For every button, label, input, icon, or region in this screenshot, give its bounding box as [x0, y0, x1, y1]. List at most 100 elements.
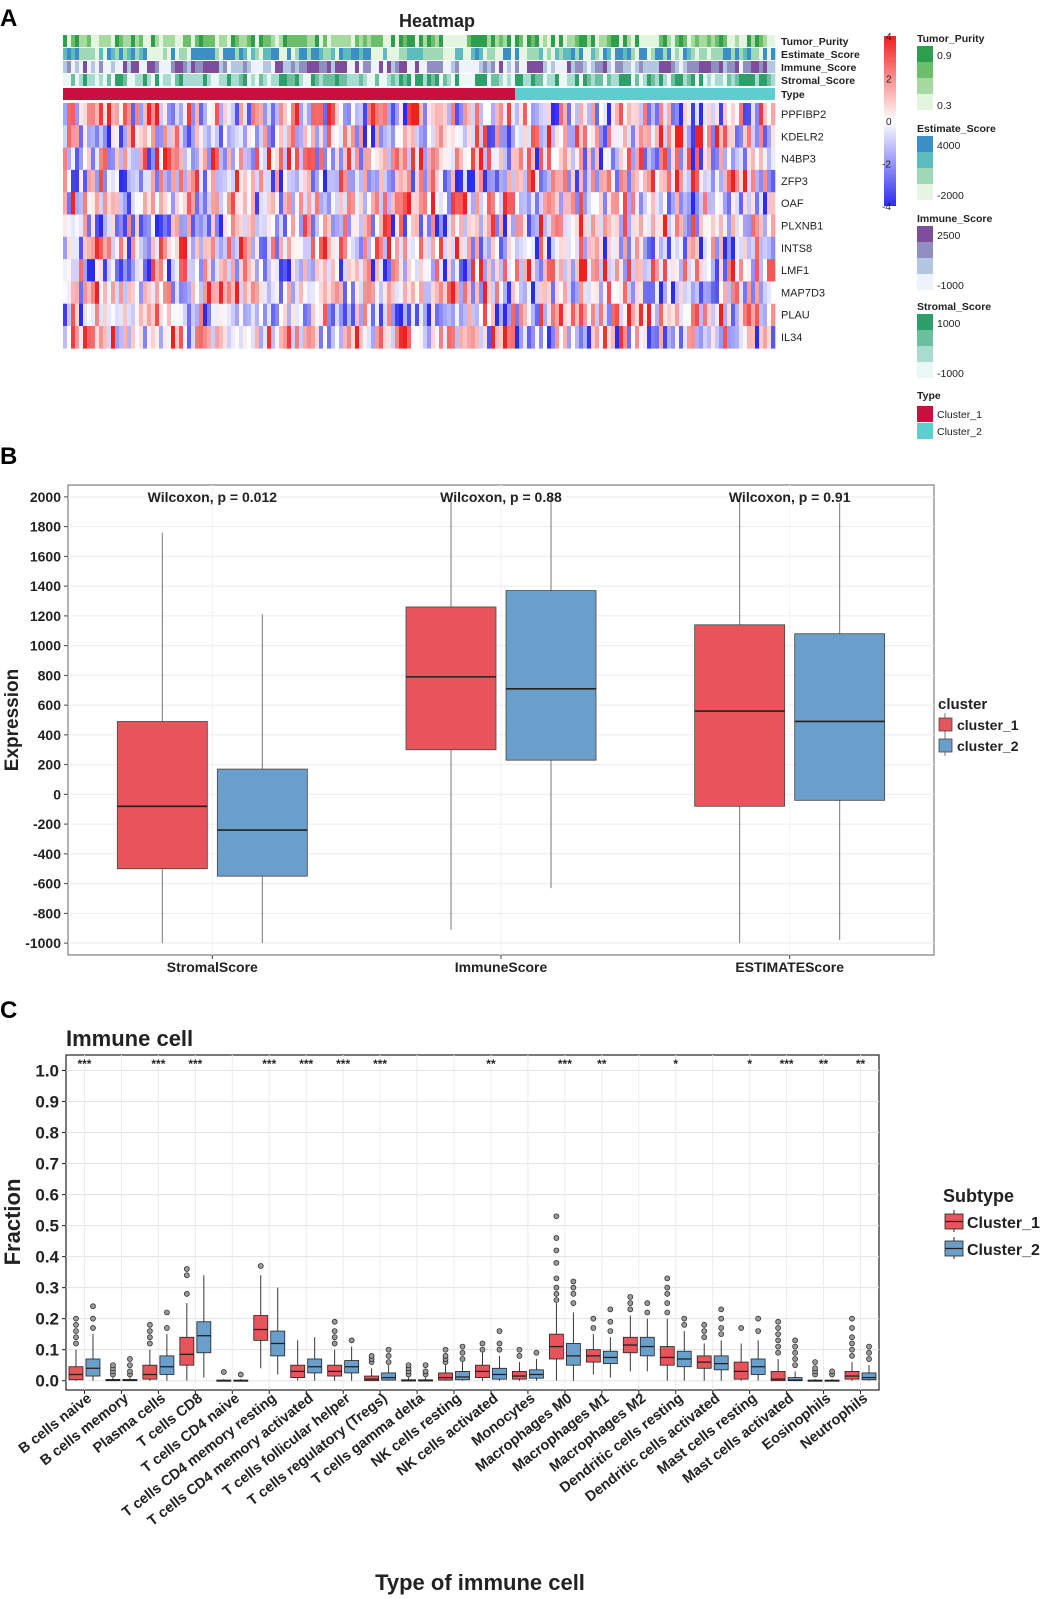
heatmap-cell [259, 326, 264, 349]
heatmap-cell [283, 259, 288, 282]
annotation-cell [611, 74, 616, 86]
heatmap-cell [239, 303, 244, 327]
heatmap-cell [91, 147, 96, 171]
outlier-point [405, 1362, 412, 1369]
annotation-cell [251, 74, 256, 86]
box-cluster-1 [585, 1315, 601, 1375]
legend-swatch [917, 94, 933, 110]
annotation-cell [423, 48, 428, 60]
heatmap-cell [143, 326, 148, 349]
heatmap-cell [347, 326, 352, 349]
heatmap-cell [167, 214, 172, 238]
outlier-point [73, 1334, 79, 1341]
heatmap-cell [499, 236, 504, 260]
heatmap-cell [219, 281, 224, 304]
annotation-cell [771, 35, 776, 47]
heatmap-cell [215, 125, 220, 148]
heatmap-cell [119, 303, 124, 327]
heatmap-cell [347, 303, 352, 327]
heatmap-cell [223, 326, 228, 349]
heatmap-cell [663, 303, 668, 327]
heatmap-cell [251, 103, 256, 126]
heatmap-cell [67, 125, 72, 148]
heatmap-cell [207, 103, 212, 126]
heatmap-cell [451, 214, 456, 238]
annotation-cell [223, 48, 228, 60]
heatmap-cell [391, 169, 396, 193]
heatmap-cell [151, 303, 156, 327]
annotation-cell [719, 61, 724, 73]
heatmap-cell [591, 125, 596, 148]
heatmap-cell [559, 214, 564, 238]
heatmap-cell [355, 326, 360, 349]
heatmap-cell [279, 326, 284, 349]
annotation-cell [119, 74, 124, 86]
heatmap-cell [239, 326, 244, 349]
heatmap-cell [651, 192, 656, 215]
heatmap-cell [635, 192, 640, 215]
heatmap-cell [131, 103, 136, 126]
heatmap-cell [127, 281, 132, 304]
heatmap-cell [515, 125, 520, 148]
legend-title: Stromal_Score [917, 301, 991, 313]
box-cluster-2 [344, 1337, 360, 1381]
annotation-cell [635, 35, 640, 47]
heatmap-cell [143, 103, 148, 126]
outlier-point [516, 1353, 523, 1359]
box-cluster-2 [713, 1306, 729, 1381]
annotation-cell [687, 48, 692, 60]
heatmap-cell [287, 103, 292, 126]
heatmap-cell [279, 192, 284, 215]
annotation-cell [239, 48, 244, 60]
score-boxes [116, 496, 886, 944]
heatmap-cell [215, 259, 220, 282]
heatmap-cell [195, 147, 200, 171]
heatmap-cell [255, 236, 260, 260]
outlier-point [664, 1284, 671, 1291]
y-tick-label: 800 [38, 667, 62, 683]
annotation-cell [151, 35, 156, 47]
heatmap-cell [263, 103, 268, 126]
heatmap-cell [91, 125, 96, 148]
heatmap-cell [655, 326, 660, 349]
annotation-cell [407, 35, 412, 47]
y-tick-label: 0.1 [35, 1341, 59, 1360]
heatmap-cell [499, 259, 504, 282]
heatmap-cell [483, 214, 488, 238]
heatmap-cell [323, 103, 328, 126]
heatmap-cell [307, 192, 312, 215]
annotation-cell [519, 35, 524, 47]
annotation-cell [407, 61, 412, 73]
heatmap-cell [443, 125, 448, 148]
heatmap-cell [91, 214, 96, 238]
heatmap-cell [283, 236, 288, 260]
heatmap-cell [679, 326, 684, 349]
heatmap-cell [519, 259, 524, 282]
heatmap-cell [447, 236, 452, 260]
annotation-cell [755, 61, 760, 73]
annotation-cell [575, 35, 580, 47]
outlier-point [183, 1272, 190, 1279]
heatmap-cell [715, 326, 720, 349]
heatmap-cell [87, 192, 92, 215]
heatmap-cell [643, 125, 648, 148]
annotation-cell [523, 48, 528, 60]
heatmap-cell [71, 259, 76, 282]
annotation-cell [71, 35, 76, 47]
annotation-cell [315, 61, 320, 73]
heatmap-cell [139, 303, 144, 327]
heatmap-cell [115, 125, 120, 148]
heatmap-cell [751, 303, 756, 327]
annotation-cell [731, 48, 736, 60]
heatmap-cell [659, 236, 664, 260]
heatmap-cell [243, 103, 248, 126]
heatmap-cell [431, 169, 436, 193]
heatmap-cell [711, 147, 716, 171]
annotation-cell [667, 74, 672, 86]
heatmap-cell [135, 169, 140, 193]
heatmap-cell [151, 169, 156, 193]
heatmap-cell [467, 303, 472, 327]
heatmap-cell [659, 281, 664, 304]
annotation-cell [475, 74, 480, 86]
annotation-cell [107, 74, 112, 86]
